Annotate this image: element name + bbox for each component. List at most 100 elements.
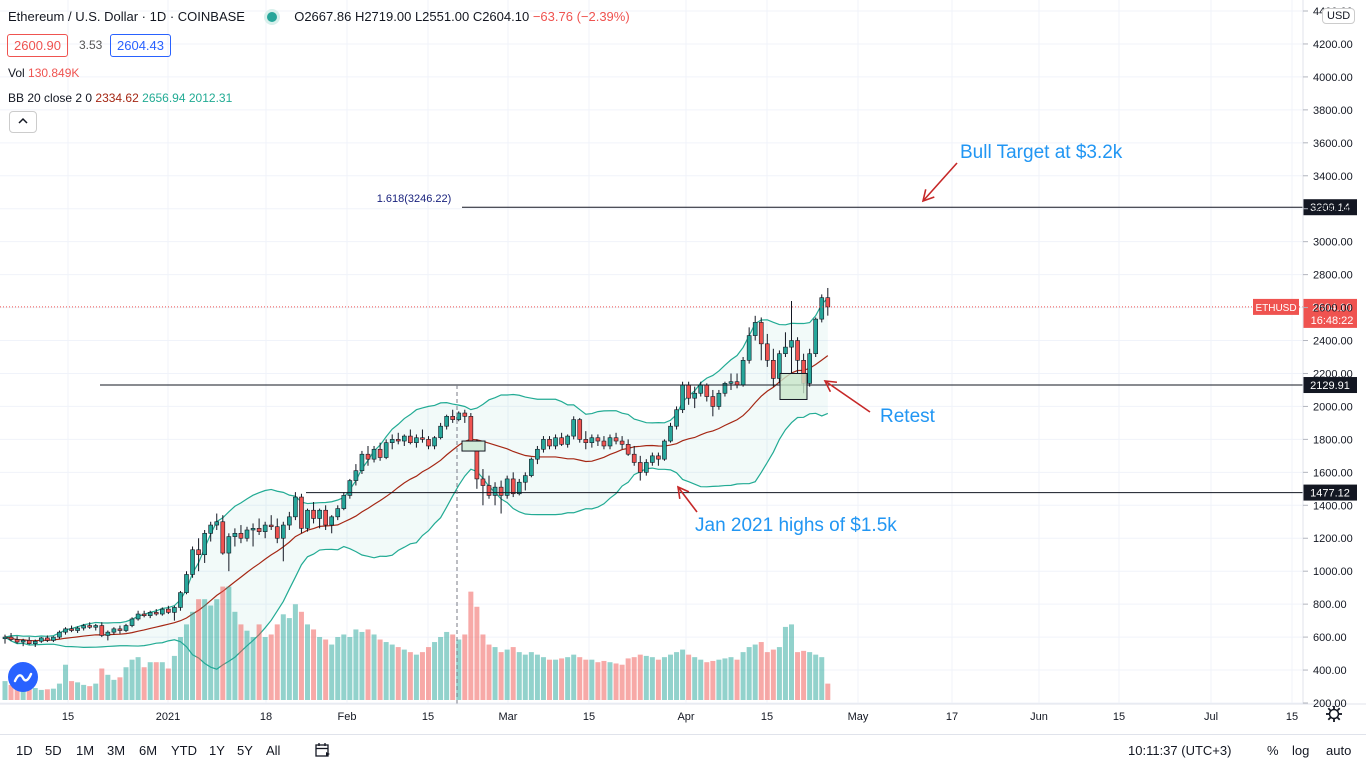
volume-bar (63, 664, 68, 700)
range-1m[interactable]: 1M (76, 743, 95, 758)
candle (553, 434, 558, 450)
volume-bar (335, 637, 341, 700)
volume-bar (8, 684, 14, 700)
candle (377, 442, 383, 461)
candle-body (172, 607, 177, 613)
candle-body (341, 495, 347, 509)
buy-price-button[interactable]: 2604.43 (110, 34, 171, 57)
volume-bar (232, 611, 238, 700)
volume-bar (480, 634, 486, 700)
candle-body (522, 475, 528, 483)
level-label-bg (1303, 377, 1357, 394)
volume-bar (504, 649, 510, 700)
volume-bar (674, 652, 680, 700)
candle (668, 422, 673, 443)
volume-bar (44, 689, 50, 700)
volume-bar (486, 644, 492, 700)
candle-body (559, 437, 564, 445)
volume-bar (795, 652, 801, 700)
candle (105, 630, 111, 641)
candle (69, 625, 74, 633)
volume-bar (655, 659, 661, 700)
candle-body (208, 524, 213, 534)
candle-body (795, 340, 800, 361)
currency-selector[interactable]: USD (1322, 8, 1356, 24)
candle (601, 436, 607, 450)
candle-body (625, 444, 631, 455)
range-3m[interactable]: 3M (107, 743, 126, 758)
volume-bar (801, 650, 807, 700)
candle (274, 518, 280, 544)
volume-bar (353, 629, 359, 700)
log-toggle[interactable]: log (1292, 743, 1310, 758)
candle-body (783, 346, 788, 355)
range-5d[interactable]: 5D (45, 743, 62, 758)
x-tick-label: Jun (1030, 711, 1048, 723)
settings-button[interactable] (1325, 705, 1343, 728)
candle (486, 475, 492, 499)
symbol-title[interactable]: Ethereum / U.S. Dollar · 1D · COINBASE (8, 9, 245, 24)
retest-box-feb (461, 440, 486, 452)
y-tick-label: 600.00 (1313, 632, 1347, 644)
volume-bar (99, 668, 105, 700)
range-ytd[interactable]: YTD (171, 743, 197, 758)
range-1d[interactable]: 1D (16, 743, 33, 758)
x-tick-label: Feb (338, 711, 357, 723)
x-tick-label: Apr (677, 711, 694, 723)
candle-body (2, 636, 8, 640)
candle (777, 350, 782, 384)
volume-bar (347, 637, 353, 700)
candle-body (347, 480, 353, 496)
candle (819, 294, 825, 323)
volume-bar (456, 639, 462, 700)
volume-bar (153, 662, 159, 700)
candle (492, 482, 498, 506)
volume-bar (341, 634, 347, 700)
volume-bar (613, 663, 619, 700)
y-tick-label: 4200.00 (1313, 39, 1353, 51)
level-label-bg (1303, 484, 1357, 501)
percent-toggle[interactable]: % (1267, 743, 1279, 758)
volume-bar (692, 657, 698, 700)
candle (414, 434, 419, 448)
volume-bar (668, 654, 673, 700)
candle-body (565, 435, 570, 445)
candle-body (389, 439, 395, 443)
candle (305, 508, 310, 532)
bb-indicator-legend[interactable]: BB 20 close 2 0 2334.62 2656.94 2012.31 (8, 91, 232, 105)
candle-body (698, 384, 704, 394)
candle-body (371, 448, 377, 460)
price-chart[interactable]: 3209.14 2129.91 1477.12 1.618(3246.22) ETHUS… (0, 0, 1366, 734)
ohlc-readout: O2667.86 H2719.00 L2551.00 C2604.10 −63.… (294, 9, 629, 24)
clock-readout[interactable]: 10:11:37 (UTC+3) (1128, 743, 1232, 758)
range-6m[interactable]: 6M (139, 743, 158, 758)
goto-date-button[interactable] (314, 741, 332, 764)
candle-body (293, 496, 298, 518)
range-1y[interactable]: 1Y (209, 743, 225, 758)
volume-bar (371, 634, 377, 700)
tradingview-logo[interactable] (8, 662, 38, 692)
volume-indicator-legend[interactable]: Vol 130.849K (8, 66, 79, 80)
volume-bar (716, 659, 722, 700)
candle-body (75, 627, 80, 631)
candle (662, 439, 667, 461)
candle (420, 429, 425, 443)
range-5y[interactable]: 5Y (237, 743, 253, 758)
auto-toggle[interactable]: auto (1326, 743, 1352, 758)
volume-bar (819, 657, 825, 700)
candle (432, 436, 437, 450)
volume-bar (274, 624, 280, 700)
candle-body (589, 437, 595, 443)
volume-bar (298, 611, 304, 700)
ohlc-close: C2604.10 (472, 9, 530, 24)
collapse-legend-button[interactable] (9, 111, 37, 133)
candle (395, 432, 401, 445)
candle (51, 636, 56, 643)
volume-bar (268, 634, 274, 700)
candle-body (516, 481, 522, 495)
candle-body (450, 416, 456, 420)
volume-bar (250, 637, 256, 700)
sell-price-button[interactable]: 2600.90 (7, 34, 68, 57)
range-all[interactable]: All (266, 743, 281, 758)
volume-bar (789, 624, 794, 700)
